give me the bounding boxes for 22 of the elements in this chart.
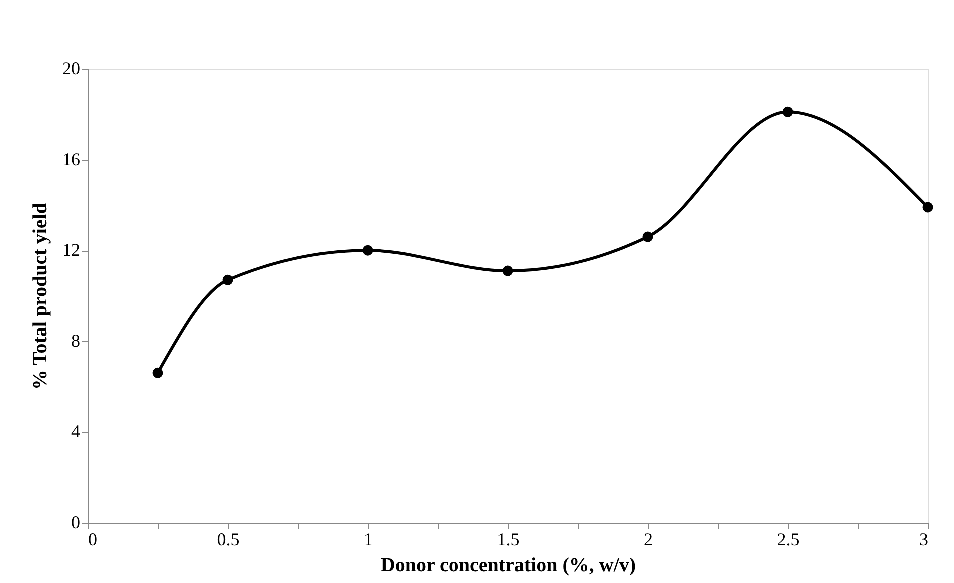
x-tick-label: 0 bbox=[88, 530, 98, 550]
point bbox=[152, 368, 164, 378]
x-tick-label: 1 bbox=[364, 530, 373, 550]
x-tick-label: 3 bbox=[920, 530, 928, 550]
y-tick-label: 4 bbox=[72, 422, 80, 442]
point bbox=[502, 266, 514, 276]
y-axis-title: % Total product yield bbox=[30, 203, 52, 390]
x-tick-label: 2 bbox=[644, 530, 653, 550]
point bbox=[642, 232, 654, 242]
y-tick-label: 12 bbox=[62, 240, 80, 260]
point bbox=[222, 274, 234, 286]
point bbox=[362, 245, 374, 256]
y-tick-label: 0 bbox=[72, 512, 80, 532]
y-tick-label: 8 bbox=[72, 330, 80, 351]
point bbox=[922, 202, 934, 213]
x-tick-label: 1.5 bbox=[497, 530, 520, 550]
y-tick-label: 20 bbox=[62, 58, 80, 78]
x-tick-label: 2.5 bbox=[777, 530, 800, 550]
y-tick-label: 16 bbox=[62, 149, 80, 170]
point bbox=[782, 106, 794, 118]
x-tick-label: 0.5 bbox=[217, 530, 240, 550]
x-axis-title: Donor concentration (%, w/v) bbox=[380, 554, 636, 576]
